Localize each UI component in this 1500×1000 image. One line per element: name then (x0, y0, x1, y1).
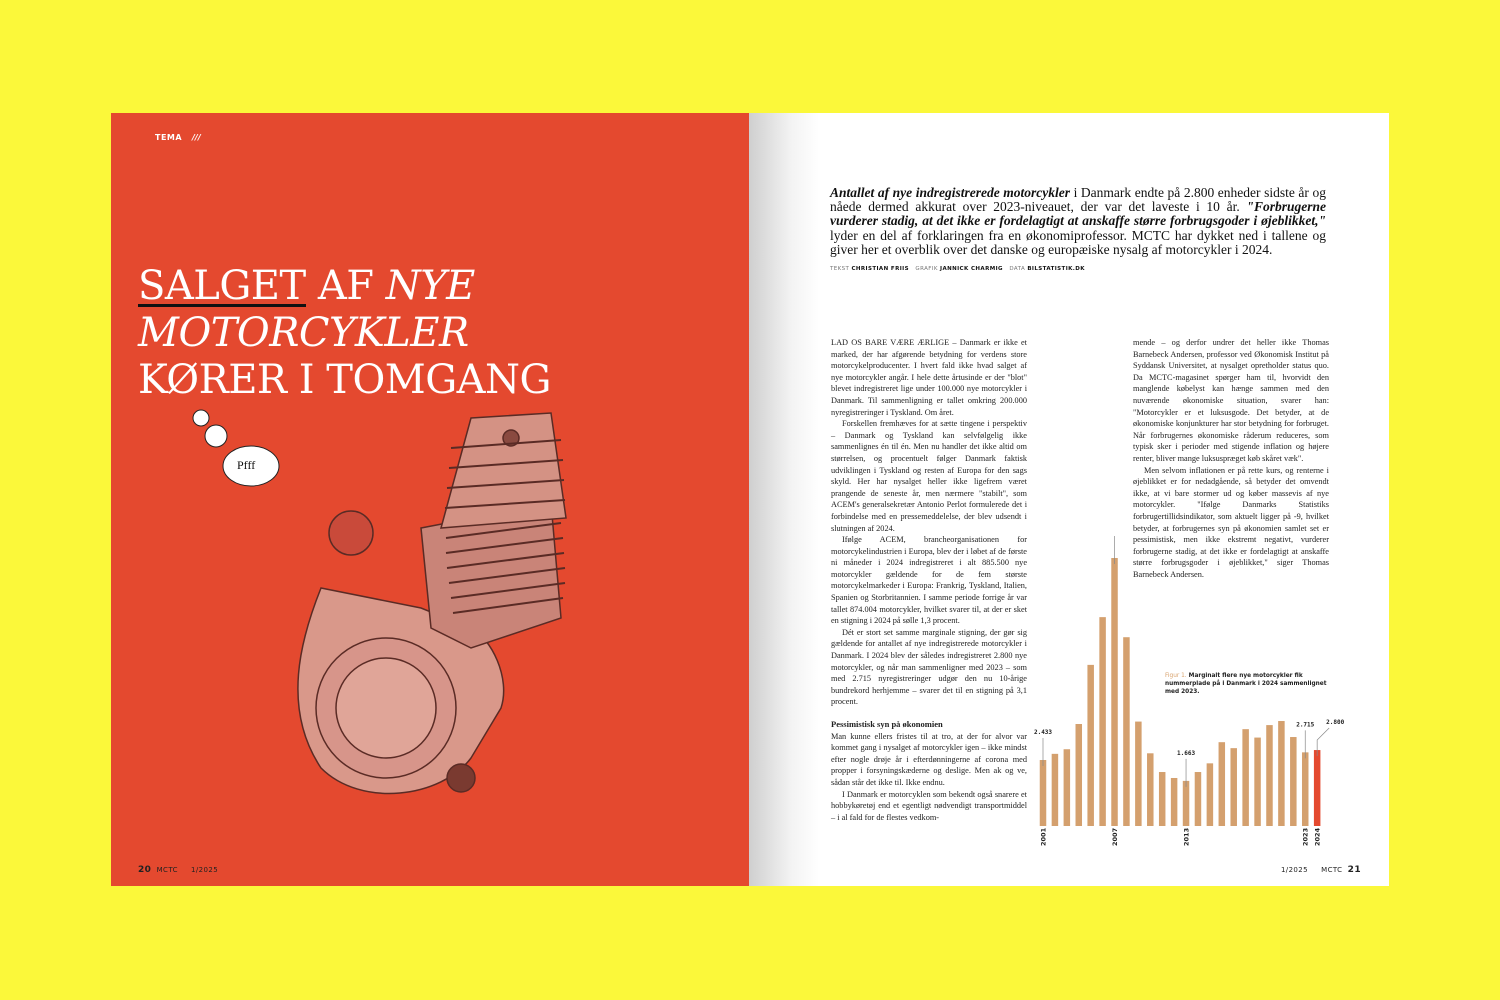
page-gutter-shadow (749, 113, 819, 886)
intro-block: Antallet af nye indregistrerede motorcyk… (830, 185, 1326, 272)
data-label: 2.715 (1296, 721, 1314, 728)
issue-number: 1/2025 (191, 866, 219, 874)
credit-label: GRAFIK (915, 266, 938, 273)
headline-italic: MOTORCYKLER (138, 310, 469, 356)
paragraph: Man kunne ellers fristes til at tro, at … (831, 731, 1027, 787)
credit-label: DATA (1009, 266, 1026, 273)
bar-2022 (1290, 737, 1297, 826)
paragraph: Men selvom inflationen er på rette kurs,… (1133, 465, 1329, 579)
bar-chart: 2001 2007 2013 2023 2024 2.433 9.880 1.663 2.715… (1034, 533, 1345, 846)
data-label-leader (1316, 727, 1330, 757)
bar-2013 (1182, 780, 1190, 826)
intro-lead: Antallet af nye indregistrerede motorcyk… (830, 185, 1071, 200)
intro-quote: "Forbrugerne vurderer stadig, at det ikk… (830, 199, 1326, 229)
bar-2002 (1051, 753, 1059, 826)
bar-2001 (1039, 760, 1047, 826)
body-column-1: LAD OS BARE VÆRE ÆRLIGE – Danmark er ikk… (831, 337, 1027, 823)
intro-paragraph: Antallet af nye indregistrerede motorcyk… (830, 185, 1326, 257)
paragraph: Ifølge ACEM, brancheorganisationen for m… (831, 535, 1027, 626)
magazine-name: MCTC (1321, 866, 1343, 874)
credit-name: JANNICK CHARMIG (940, 266, 1003, 273)
credit-name: BILSTATISTIK.DK (1027, 266, 1085, 273)
x-tick-label: 2013 (1183, 828, 1191, 846)
engine-illustration: Pfff (192, 409, 567, 795)
bar-2015 (1206, 763, 1214, 826)
magazine-name: MCTC (156, 866, 178, 874)
right-folio: 1/2025 MCTC 21 (1281, 865, 1361, 875)
headline-italic: NYE (385, 263, 476, 309)
headline-text: KØRER I TOMGANG (138, 357, 552, 403)
paragraph: Dét er stort set samme marginale stignin… (831, 627, 1027, 707)
intro-text: i Danmark endte på 2.800 enheder sidste … (830, 185, 1326, 215)
paragraph: mende – og derfor undrer det heller ikke… (1133, 338, 1329, 463)
bar-2004 (1075, 724, 1083, 826)
bar-2005 (1087, 664, 1094, 826)
bar-2008 (1123, 637, 1130, 826)
speech-bubble (192, 409, 280, 487)
right-page: Antallet af nye indregistrerede motorcyk… (749, 113, 1389, 886)
bar-2011 (1158, 772, 1166, 826)
data-label: 2.433 (1034, 729, 1052, 736)
subheading: Pessimistisk syn på økonomien (831, 719, 943, 729)
section-mark: /// (192, 133, 201, 142)
left-page: TEMA /// SALGET AF NYE MOTORCYKLER KØRER… (111, 113, 749, 886)
paragraph: Forskellen fremhæves for at sætte tingen… (831, 419, 1027, 533)
bar-2009 (1135, 721, 1142, 826)
speech-bubble-text: Pfff (237, 458, 255, 472)
credit-name: CHRISTIAN FRIIS (851, 266, 909, 273)
credit-label: TEKST (830, 266, 850, 273)
bar-2012 (1170, 777, 1178, 826)
body-column-2: mende – og derfor undrer det heller ikke… (1133, 337, 1329, 580)
section-label: TEMA (155, 133, 183, 142)
credits: TEKST CHRISTIAN FRIIS GRAFIK JANNICK CHA… (830, 266, 1326, 272)
paragraph: LAD OS BARE VÆRE ÆRLIGE – Danmark er ikk… (831, 338, 1027, 417)
data-label: 1.663 (1177, 750, 1195, 757)
figure-caption: Figur 1. Marginalt flere nye motorcykler… (1165, 672, 1335, 696)
x-tick-label: 2024 (1314, 827, 1322, 846)
bar-2019 (1254, 737, 1261, 826)
bar-2016 (1218, 742, 1226, 826)
left-folio: 20 MCTC 1/2025 (138, 865, 218, 875)
bar-2024 (1313, 750, 1321, 826)
headline: SALGET AF NYE MOTORCYKLER KØRER I TOMGAN… (138, 263, 552, 404)
bar-2010 (1147, 753, 1154, 826)
issue-number: 1/2025 (1280, 866, 1308, 874)
x-tick-label: 2023 (1302, 828, 1310, 846)
bar-2023 (1301, 752, 1309, 826)
bar-2007 (1111, 558, 1118, 826)
bar-2018 (1242, 729, 1249, 826)
bar-2020 (1266, 725, 1273, 826)
bar-2003 (1063, 749, 1071, 826)
x-tick-label: 2007 (1111, 828, 1119, 846)
data-label: 2.800 (1326, 719, 1344, 726)
headline-underlined-word: SALGET (138, 263, 306, 309)
paragraph: I Danmark er motorcyklen som bekendt ogs… (831, 789, 1027, 822)
bar-2006 (1099, 617, 1106, 826)
data-label: 9.880 (1105, 533, 1123, 534)
bar-2021 (1278, 721, 1285, 826)
x-tick-label: 2001 (1040, 827, 1048, 846)
figure-label: Figur 1. (1165, 673, 1187, 679)
bar-2017 (1230, 748, 1237, 826)
intro-text: lyder en del af forklaringen fra en økon… (830, 227, 1326, 257)
headline-text: AF (305, 263, 386, 309)
bar-2014 (1194, 772, 1202, 826)
figure-caption-text: Marginalt flere nye motorcykler fik numm… (1165, 673, 1327, 695)
page-number: 21 (1347, 865, 1361, 875)
page-number: 20 (138, 865, 152, 875)
